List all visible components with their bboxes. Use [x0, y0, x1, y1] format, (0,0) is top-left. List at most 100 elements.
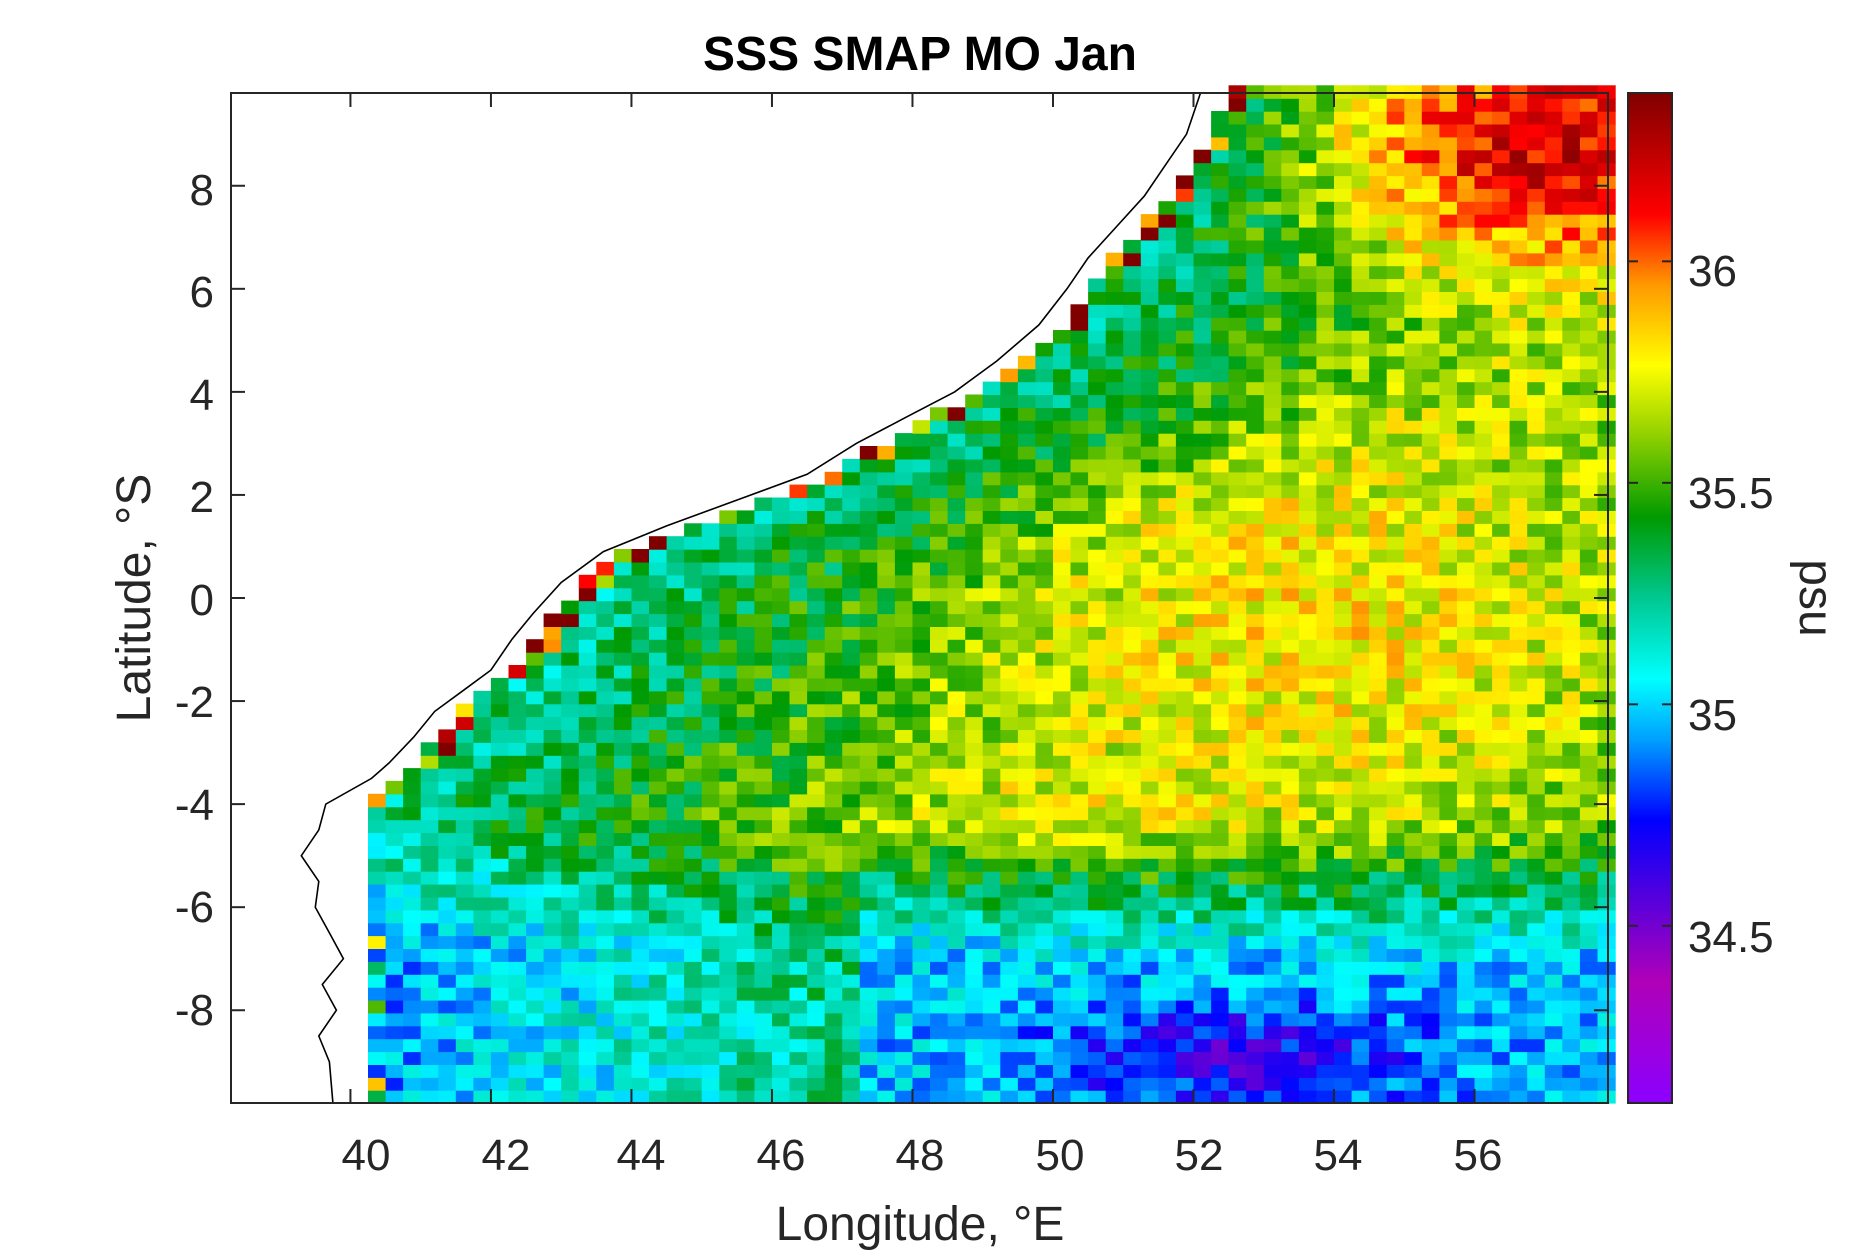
salinity-cell	[1597, 871, 1616, 885]
salinity-cell	[1263, 832, 1282, 846]
salinity-cell	[1175, 201, 1195, 215]
salinity-cell	[807, 639, 826, 653]
salinity-cell	[1088, 729, 1107, 743]
salinity-cell	[1211, 394, 1230, 408]
salinity-cell	[859, 1051, 878, 1065]
salinity-cell	[1421, 665, 1440, 679]
salinity-cell	[930, 561, 949, 576]
salinity-cell	[1211, 703, 1230, 718]
salinity-cell	[649, 909, 668, 924]
salinity-cell	[1140, 1064, 1159, 1078]
salinity-cell	[1439, 909, 1458, 924]
salinity-cell	[824, 909, 843, 924]
salinity-cell	[1474, 471, 1493, 486]
salinity-cell	[1298, 355, 1318, 370]
salinity-cell	[912, 497, 931, 511]
salinity-cell	[754, 690, 773, 705]
salinity-cell	[894, 768, 914, 782]
salinity-cell	[649, 871, 668, 885]
salinity-cell	[473, 1038, 492, 1053]
salinity-cell	[807, 974, 826, 988]
salinity-cell	[1158, 407, 1177, 421]
salinity-cell	[1527, 342, 1546, 357]
salinity-cell	[1263, 98, 1282, 112]
salinity-cell	[859, 484, 878, 499]
salinity-cell	[526, 768, 545, 782]
salinity-cell	[1527, 561, 1546, 576]
salinity-cell	[1000, 845, 1019, 859]
salinity-cell	[613, 1012, 633, 1027]
salinity-cell	[1123, 1064, 1142, 1078]
salinity-cell	[965, 394, 984, 408]
salinity-cell	[965, 742, 984, 756]
salinity-cell	[1228, 922, 1247, 937]
salinity-cell	[578, 909, 597, 924]
salinity-cell	[543, 987, 562, 1001]
salinity-cell	[561, 871, 580, 885]
salinity-cell	[666, 1090, 685, 1104]
salinity-cell	[368, 948, 387, 962]
salinity-cell	[473, 832, 492, 846]
salinity-cell	[1544, 484, 1563, 499]
salinity-cell	[772, 845, 791, 859]
salinity-cell	[1579, 98, 1599, 112]
salinity-cell	[1562, 987, 1581, 1001]
salinity-cell	[1421, 884, 1440, 898]
salinity-cell	[1457, 471, 1476, 486]
salinity-cell	[1211, 549, 1230, 563]
salinity-cell	[1088, 665, 1107, 679]
salinity-cell	[930, 446, 949, 460]
salinity-cell	[1421, 98, 1440, 112]
salinity-cell	[561, 1051, 580, 1065]
salinity-cell	[1439, 549, 1458, 563]
salinity-cell	[1298, 227, 1318, 241]
salinity-cell	[1404, 768, 1423, 782]
salinity-cell	[1123, 974, 1142, 988]
salinity-cell	[666, 948, 685, 962]
salinity-cell	[877, 871, 896, 885]
salinity-cell	[877, 1090, 896, 1104]
salinity-cell	[1457, 626, 1476, 640]
salinity-cell	[1509, 639, 1528, 653]
salinity-cell	[1070, 909, 1089, 924]
salinity-cell	[930, 677, 949, 692]
salinity-cell	[1298, 317, 1318, 331]
axis-ticks	[231, 93, 1608, 1103]
salinity-cell	[596, 729, 615, 743]
salinity-cell	[1298, 922, 1318, 937]
y-tick-label: -2	[175, 678, 214, 727]
salinity-cell	[1421, 381, 1440, 396]
salinity-cell	[1597, 355, 1616, 370]
salinity-cell	[1334, 626, 1353, 640]
salinity-cell	[1457, 729, 1476, 743]
salinity-cell	[1105, 381, 1124, 396]
salinity-cell	[1228, 845, 1247, 859]
salinity-cell	[1281, 342, 1300, 357]
salinity-cell	[1105, 626, 1124, 640]
salinity-cell	[701, 832, 720, 846]
salinity-cell	[912, 1064, 931, 1078]
salinity-cell	[842, 613, 861, 627]
salinity-cell	[1492, 755, 1511, 769]
salinity-cell	[1474, 1077, 1493, 1091]
salinity-cell	[1158, 355, 1177, 370]
salinity-cell	[1439, 561, 1458, 576]
salinity-cell	[772, 780, 791, 795]
salinity-cell	[1281, 561, 1300, 576]
salinity-cell	[420, 884, 439, 898]
salinity-cell	[1017, 974, 1037, 988]
salinity-cell	[1544, 884, 1563, 898]
salinity-cell	[1421, 806, 1440, 821]
salinity-cell	[789, 1038, 808, 1053]
salinity-cell	[1404, 549, 1423, 563]
salinity-cell	[982, 987, 1001, 1001]
salinity-cell	[368, 1090, 387, 1104]
salinity-cell	[1457, 716, 1476, 730]
salinity-cell	[1017, 742, 1037, 756]
salinity-cell	[701, 845, 720, 859]
salinity-cell	[1211, 214, 1230, 228]
salinity-cell	[1562, 304, 1581, 318]
salinity-cell	[1527, 510, 1546, 524]
salinity-cell	[613, 858, 633, 872]
